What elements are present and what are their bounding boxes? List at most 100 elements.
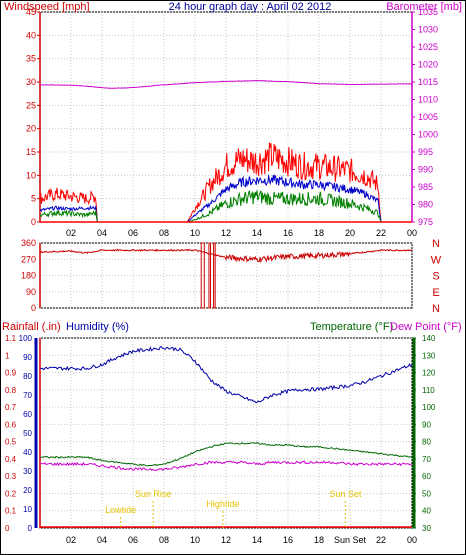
dir-series-line: [39, 248, 413, 264]
tide-marker-label: Sun Set: [329, 489, 362, 499]
temp-x-tick-label: 08: [159, 535, 169, 545]
baro-tick-label: 990: [418, 165, 433, 175]
wind-tick-label: 35: [26, 54, 36, 64]
humidity-tick-label: 50: [23, 429, 32, 438]
wind-tick-label: 0: [31, 217, 36, 227]
wind-tick-label: 10: [26, 170, 36, 180]
temp-tick-label: 120: [422, 369, 436, 378]
temp-tick-label: 70: [422, 455, 431, 464]
temp-x-tick-label: 02: [66, 535, 76, 545]
wind-x-tick-label: 14: [252, 228, 262, 238]
temperature-axis-label: Temperature (°F): [310, 321, 393, 333]
temp-tick-label: 130: [422, 351, 436, 360]
dir-tick-label: 180: [21, 271, 36, 281]
humidity-tick-label: 80: [23, 372, 32, 381]
temp-x-tick-label: 00: [407, 535, 417, 545]
rain-tick-label: 0.8: [5, 386, 17, 395]
temp-x-tick-label: 10: [190, 535, 200, 545]
wind-x-tick-label: 02: [66, 228, 76, 238]
baro-tick-label: 1030: [418, 25, 438, 35]
dewpoint-series-line: [39, 460, 412, 472]
wind-x-tick-label: 04: [97, 228, 107, 238]
dir-compass-label: S: [432, 271, 439, 283]
baro-tick-label: 975: [418, 217, 433, 227]
wind-tick-label: 25: [26, 100, 36, 110]
dir-tick-label: 90: [26, 287, 36, 297]
wind-tick-label: 30: [26, 77, 36, 87]
humidity-tick-label: 60: [23, 410, 32, 419]
rain-tick-label: 0.5: [5, 438, 17, 447]
humidity-tick-label: 10: [23, 505, 32, 514]
temp-plot-area: [39, 337, 413, 529]
temp-tick-label: 140: [422, 334, 436, 343]
wind-x-tick-label: 12: [221, 228, 231, 238]
wind-x-tick-label: 20: [345, 228, 355, 238]
temp-tick-label: 40: [422, 507, 431, 516]
baro-tick-label: 1035: [418, 7, 438, 17]
baro-tick-label: 1000: [418, 130, 438, 140]
rain-tick-label: 1: [5, 351, 10, 360]
baro-tick-label: 1010: [418, 95, 438, 105]
wind-tick-label: 15: [26, 147, 36, 157]
temp-tick-label: 100: [422, 403, 436, 412]
rain-tick-label: 0.1: [5, 507, 17, 516]
wind-x-tick-label: 10: [190, 228, 200, 238]
dir-gap-mark: [208, 242, 211, 309]
temp-x-tick-label: 04: [97, 535, 107, 545]
humidity-tick-label: 70: [23, 391, 32, 400]
temp-x-tick-label: 12: [221, 535, 231, 545]
wind-x-tick-label: 08: [159, 228, 169, 238]
wind-x-tick-label: 06: [128, 228, 138, 238]
temp-x-tick-label: 16: [283, 535, 293, 545]
tide-marker-label: Lowtide: [105, 505, 136, 515]
dir-tick-label: 270: [21, 254, 36, 264]
wind-tick-label: 40: [26, 30, 36, 40]
temp-tick-label: 60: [422, 472, 431, 481]
baro-tick-label: 980: [418, 200, 433, 210]
rain-tick-label: 1.1: [5, 334, 17, 343]
dir-compass-label: N: [432, 238, 440, 250]
wind-axis-label: Windspeed [mph]: [4, 1, 90, 13]
humidity-tick-label: 0: [28, 524, 33, 533]
rain-tick-label: 0.6: [5, 420, 17, 429]
temp-x-tick-label: Sun Set: [334, 535, 367, 545]
temp-tick-label: 90: [422, 420, 431, 429]
wind-x-tick-label: 16: [283, 228, 293, 238]
chart-title: 24 hour graph day : April 02 2012: [169, 1, 332, 13]
dir-gap-mark: [200, 242, 205, 309]
temp-x-tick-label: 06: [128, 535, 138, 545]
temp-x-tick-label: 14: [252, 535, 262, 545]
dir-tick-label: 360: [21, 238, 36, 248]
humidity-tick-label: 20: [23, 486, 32, 495]
rain-tick-label: 0.3: [5, 472, 17, 481]
wind-x-tick-label: 22: [376, 228, 386, 238]
temperature-series-line: [39, 442, 413, 467]
wind-x-tick-label: 00: [407, 228, 417, 238]
rain-tick-label: 0.9: [5, 369, 17, 378]
rain-tick-label: 0.7: [5, 403, 17, 412]
temp-x-tick-label: 18: [314, 535, 324, 545]
dir-compass-label: W: [431, 254, 442, 266]
temp-x-tick-label: 22: [376, 535, 386, 545]
baro-tick-label: 1015: [418, 77, 438, 87]
humidity-tick-label: 100: [19, 334, 33, 343]
wind-tick-label: 5: [31, 194, 36, 204]
dewpoint-axis-label: Dew Point (°F): [390, 321, 462, 333]
temp-tick-label: 80: [422, 438, 431, 447]
temp-tick-label: 30: [422, 524, 431, 533]
dir-tick-label: 0: [31, 303, 36, 313]
baro-tick-label: 985: [418, 182, 433, 192]
tide-marker-label: Sun Rise: [135, 489, 172, 499]
humidity-series-line: [39, 346, 413, 404]
dir-compass-label: E: [432, 287, 439, 299]
rain-tick-label: 0.2: [5, 489, 17, 498]
humidity-axis-label: Humidity (%): [66, 321, 129, 333]
baro-tick-label: 1020: [418, 60, 438, 70]
rain-tick-label: 0.4: [5, 455, 17, 464]
dir-compass-label: N: [432, 303, 440, 315]
tide-marker-label: Hightide: [206, 499, 239, 509]
humidity-tick-label: 30: [23, 467, 32, 476]
temp-tick-label: 50: [422, 489, 431, 498]
